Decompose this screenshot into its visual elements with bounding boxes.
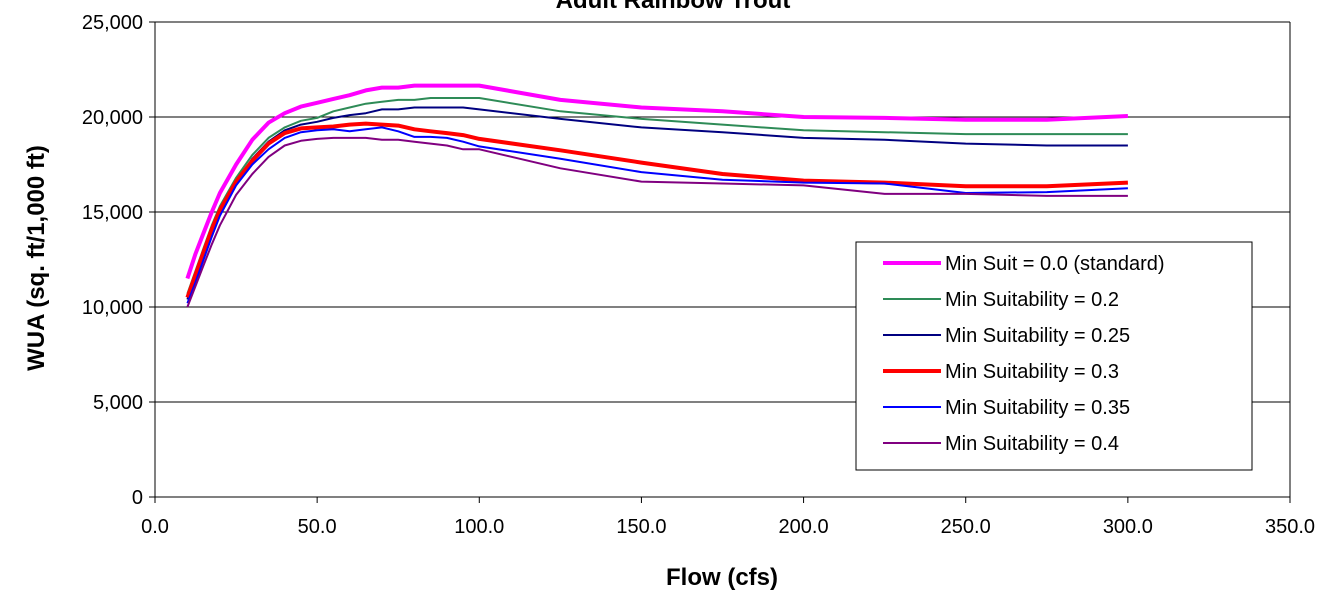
x-tick-label: 0.0 — [141, 516, 169, 538]
x-tick-labels: 0.0 50.0 100.0 150.0 200.0 250.0 300.0 350.0 — [141, 516, 1315, 538]
axes — [149, 21, 1291, 503]
legend: Min Suit = 0.0 (standard) Min Suitability… — [855, 241, 1253, 471]
x-tick-label: 150.0 — [616, 516, 666, 538]
legend-label: Min Suitability = 0.3 — [945, 361, 1119, 383]
x-tick-label: 250.0 — [941, 516, 991, 538]
y-tick-label: 15,000 — [82, 202, 143, 224]
legend-label: Min Suitability = 0.4 — [945, 433, 1119, 455]
y-tick-label: 20,000 — [82, 107, 143, 129]
x-tick-label: 50.0 — [298, 516, 337, 538]
y-tick-label: 0 — [132, 487, 143, 509]
legend-label: Min Suitability = 0.25 — [945, 325, 1130, 347]
y-tick-label: 25,000 — [82, 12, 143, 34]
series-line-6 — [186, 136, 1128, 308]
y-tick-label: 10,000 — [82, 297, 143, 319]
x-axis-title: Flow (cfs) — [666, 564, 778, 591]
series-line-4 — [185, 121, 1128, 299]
x-tick-label: 350.0 — [1265, 516, 1315, 538]
series-lines — [185, 83, 1128, 308]
x-tick-label: 200.0 — [779, 516, 829, 538]
series-line-1 — [185, 83, 1128, 280]
legend-label: Min Suitability = 0.35 — [945, 397, 1130, 419]
x-tick-label: 300.0 — [1103, 516, 1153, 538]
legend-label: Min Suit = 0.0 (standard) — [945, 253, 1165, 275]
x-tick-label: 100.0 — [454, 516, 504, 538]
y-axis-title: WUA (sq. ft/1,000 ft) — [23, 145, 50, 371]
legend-label: Min Suitability = 0.2 — [945, 289, 1119, 311]
legend-box — [855, 241, 1253, 471]
chart-title: Adult Rainbow Trout — [556, 0, 791, 14]
y-tick-label: 5,000 — [93, 392, 143, 414]
y-tick-labels: 0 5,000 10,000 15,000 20,000 25,000 — [82, 12, 143, 509]
series-line-5 — [186, 126, 1128, 304]
